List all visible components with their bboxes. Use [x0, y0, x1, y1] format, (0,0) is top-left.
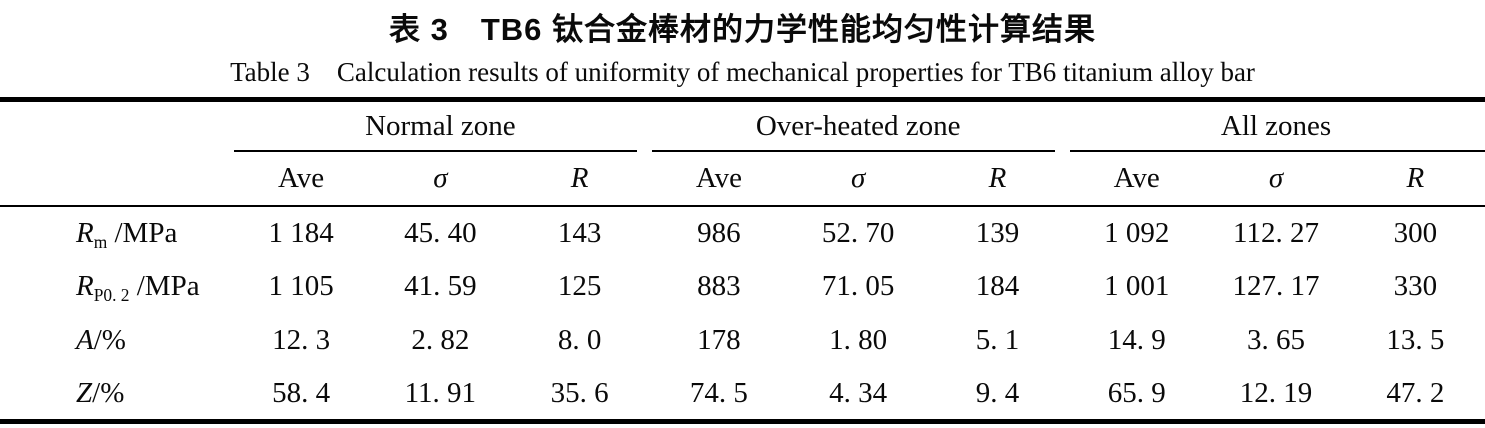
cell: 1 092 [1104, 216, 1170, 249]
cell: 125 [557, 270, 602, 302]
cell: 11. 91 [404, 376, 477, 409]
property-symbol: Z [76, 376, 93, 409]
group-header-overheated-zone: Over-heated zone [649, 100, 1067, 152]
property-symbol: R [76, 270, 94, 302]
cell: 74. 5 [689, 376, 748, 409]
col-header-sigma: σ [433, 161, 448, 194]
row-label-z: Z/% [0, 368, 231, 422]
group-header-all-zones: All zones [1067, 100, 1485, 152]
cell: 127. 17 [1232, 270, 1320, 302]
cell: 9. 4 [975, 376, 1020, 409]
cell: 139 [975, 216, 1020, 249]
table-row-z: Z/% 58. 4 11. 91 35. 6 74. 5 4. 34 9. 4 … [0, 368, 1485, 422]
col-header-sigma: σ [851, 161, 866, 194]
row-label-rm: Rm /MPa [0, 206, 231, 260]
cell: 143 [557, 216, 602, 249]
property-unit: /% [92, 376, 125, 409]
cell: 13. 5 [1386, 324, 1445, 356]
property-subscript: m [93, 231, 108, 252]
col-header-range: R [988, 161, 1007, 194]
col-header-ave: Ave [695, 161, 742, 194]
cell: 3. 65 [1246, 324, 1305, 356]
cell: 330 [1393, 270, 1438, 302]
cell: 58. 4 [272, 376, 331, 409]
group-header-normal-zone: Normal zone [231, 100, 649, 152]
table-caption-english: Table 3 Calculation results of uniformit… [230, 57, 1255, 87]
property-symbol: A [76, 324, 94, 356]
property-unit: /% [93, 324, 126, 356]
table-row-a: A/% 12. 3 2. 82 8. 0 178 1. 80 5. 1 14. … [0, 314, 1485, 368]
cell: 12. 3 [272, 324, 331, 356]
table-caption-chinese: 表 3 TB6 钛合金棒材的力学性能均匀性计算结果 [388, 12, 1097, 47]
cell: 1. 80 [829, 324, 888, 356]
cell: 1 184 [268, 216, 334, 249]
col-header-range: R [1406, 161, 1425, 194]
column-header-row: Ave σ R Ave σ R Ave σ R [0, 152, 1485, 206]
cell: 112. 27 [1233, 216, 1319, 249]
property-unit: /MPa [107, 216, 178, 249]
col-header-ave: Ave [278, 161, 325, 194]
table-row-rp02: RP0. 2 /MPa 1 105 41. 59 125 883 71. 05 … [0, 260, 1485, 314]
cell: 45. 40 [404, 216, 477, 249]
cell: 986 [697, 216, 741, 249]
cell: 71. 05 [821, 270, 895, 302]
cell: 2. 82 [411, 324, 470, 356]
cell: 1 105 [268, 270, 334, 302]
cell: 12. 19 [1239, 376, 1313, 409]
col-header-ave: Ave [1113, 161, 1160, 194]
cell: 1 001 [1104, 270, 1170, 302]
cell: 41. 59 [404, 270, 477, 302]
cell: 178 [697, 324, 741, 356]
property-subscript: P0. 2 [93, 285, 130, 306]
property-unit: /MPa [129, 270, 200, 302]
cell: 35. 6 [550, 376, 609, 409]
col-header-range: R [570, 161, 589, 194]
stub-cell [0, 100, 231, 206]
group-header-row: Normal zone Over-heated zone All zones [0, 100, 1485, 152]
cell: 4. 34 [829, 376, 888, 409]
cell: 47. 2 [1386, 376, 1445, 409]
cell: 52. 70 [821, 216, 895, 249]
cell: 184 [975, 270, 1020, 302]
row-label-rp02: RP0. 2 /MPa [0, 260, 231, 314]
cell: 8. 0 [557, 324, 602, 356]
property-symbol: R [76, 216, 94, 249]
table-row-rm: Rm /MPa 1 184 45. 40 143 986 52. 70 139 … [0, 206, 1485, 260]
col-header-sigma: σ [1268, 161, 1284, 194]
cell: 65. 9 [1107, 376, 1166, 409]
cell: 5. 1 [975, 324, 1020, 356]
cell: 14. 9 [1107, 324, 1166, 356]
mechanical-properties-table: Normal zone Over-heated zone All zones A… [0, 97, 1485, 424]
cell: 300 [1393, 216, 1438, 249]
cell: 883 [697, 270, 741, 302]
row-label-a: A/% [0, 314, 231, 368]
